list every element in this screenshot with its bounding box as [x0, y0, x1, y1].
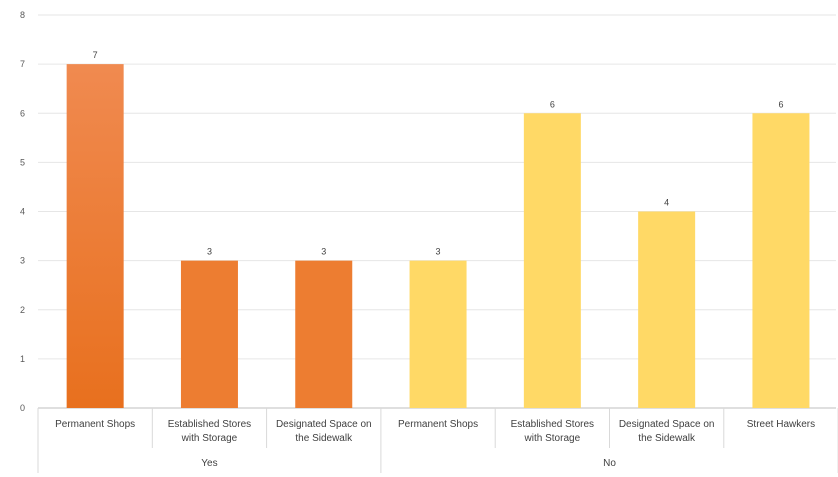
- bar-yes-3: [295, 260, 353, 408]
- y-tick-label: 8: [20, 10, 25, 20]
- bar-yes-1: [66, 64, 124, 408]
- y-tick-label: 7: [20, 59, 25, 69]
- category-label: Established Stores: [168, 419, 251, 430]
- category-label: with Storage: [524, 433, 581, 444]
- category-label: Permanent Shops: [55, 419, 135, 430]
- y-tick-label: 5: [20, 157, 25, 167]
- y-tick-label: 2: [20, 305, 25, 315]
- data-label: 6: [778, 99, 783, 109]
- group-label: Yes: [201, 458, 217, 469]
- bar-no-4: [752, 113, 810, 408]
- y-tick-label: 6: [20, 108, 25, 118]
- data-label: 4: [664, 198, 669, 208]
- bar-no-2: [523, 113, 581, 408]
- category-axis: Permanent Shops Established Stores with St…: [37, 408, 838, 473]
- y-tick-label: 3: [20, 256, 25, 266]
- data-labels: 7 3 3 3 6 4 6: [93, 50, 784, 257]
- data-label: 7: [93, 50, 98, 60]
- category-label: the Sidewalk: [295, 433, 353, 444]
- category-label: Established Stores: [511, 419, 594, 430]
- data-label: 3: [207, 247, 212, 257]
- bar-no-1: [409, 260, 467, 408]
- bars: [66, 64, 810, 408]
- category-label: the Sidewalk: [638, 433, 696, 444]
- category-label: Permanent Shops: [398, 419, 478, 430]
- category-label: Designated Space on: [276, 419, 372, 430]
- category-label: Street Hawkers: [747, 419, 815, 430]
- y-tick-label: 0: [20, 403, 25, 413]
- group-label: No: [603, 458, 616, 469]
- y-tick-label: 1: [20, 354, 25, 364]
- data-label: 3: [436, 247, 441, 257]
- data-label: 6: [550, 99, 555, 109]
- bar-yes-2: [180, 260, 238, 408]
- data-label: 3: [321, 247, 326, 257]
- category-label: Designated Space on: [619, 419, 715, 430]
- y-tick-label: 4: [20, 207, 25, 217]
- bar-no-3: [638, 211, 696, 408]
- category-label: with Storage: [181, 433, 238, 444]
